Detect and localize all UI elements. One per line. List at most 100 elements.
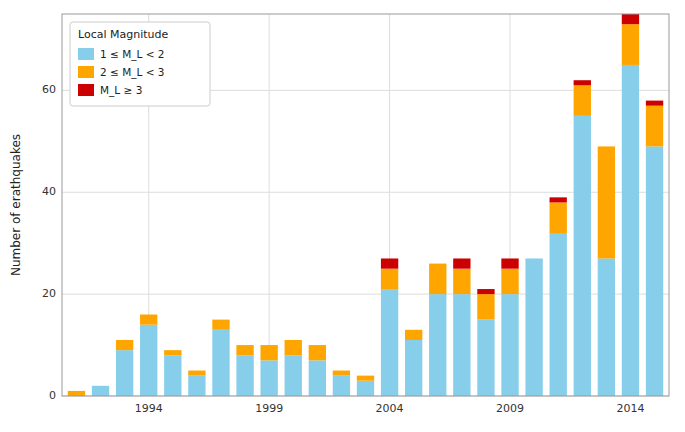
bar-segment — [501, 294, 518, 396]
bar-segment — [164, 350, 181, 355]
bar-segment — [236, 355, 253, 396]
bar-segment — [477, 294, 494, 319]
grid — [62, 14, 669, 396]
bars — [68, 14, 663, 396]
bar-segment — [92, 386, 109, 396]
y-tick-label: 0 — [49, 389, 56, 402]
bar-segment — [260, 345, 277, 346]
bar-segment — [405, 329, 422, 330]
bar-segment — [285, 355, 302, 396]
y-tick-label: 60 — [42, 83, 56, 96]
bar-segment — [260, 360, 277, 396]
bar-segment — [357, 376, 374, 381]
plot-frame — [62, 14, 669, 396]
axes: 0 20 40 60 1994 1999 2004 2009 2014 Number of era… — [9, 83, 645, 415]
chart: 0 20 40 60 1994 1999 2004 2009 2014 Number of era… — [0, 0, 685, 432]
bar-segment — [68, 391, 85, 396]
x-grid-line — [269, 14, 270, 396]
bar-segment — [140, 314, 157, 315]
bar-segment — [525, 258, 542, 259]
bar-segment — [501, 258, 518, 268]
bar-segment — [525, 258, 542, 259]
bar-segment — [309, 345, 326, 346]
bar-segment — [68, 390, 85, 391]
bar-segment — [357, 381, 374, 396]
bar-segment — [453, 269, 470, 294]
legend-box — [70, 22, 210, 106]
legend-swatch — [78, 84, 94, 96]
x-tick-label: 2014 — [616, 402, 644, 415]
x-tick-label: 1994 — [135, 402, 163, 415]
bar-segment — [405, 340, 422, 396]
x-tick-label: 2009 — [496, 402, 524, 415]
bar-segment — [333, 371, 350, 376]
bar-segment — [622, 14, 639, 24]
bar-segment — [598, 258, 615, 396]
bar-segment — [309, 360, 326, 396]
bar-segment — [405, 330, 422, 340]
bar-segment — [501, 269, 518, 294]
bar-segment — [525, 258, 542, 396]
legend-title: Local Magnitude — [78, 28, 169, 41]
legend-entry: M_L ≥ 3 — [100, 84, 142, 97]
bar-segment — [92, 385, 109, 386]
bar-segment — [212, 330, 229, 396]
bar-segment — [429, 264, 446, 295]
bar-segment — [646, 106, 663, 147]
bar-segment — [429, 294, 446, 396]
bar-segment — [188, 371, 205, 376]
bar-segment — [429, 263, 446, 264]
bar-segment — [381, 269, 398, 289]
bar-segment — [357, 375, 374, 376]
legend-entry: 1 ≤ M_L < 2 — [100, 48, 164, 61]
bar-segment — [574, 85, 591, 116]
bar-segment — [236, 345, 253, 355]
bar-segment — [236, 345, 253, 346]
bar-segment — [164, 350, 181, 351]
bar-segment — [477, 289, 494, 294]
bar-segment — [116, 350, 133, 396]
bar-segment — [381, 258, 398, 268]
bar-segment — [212, 320, 229, 330]
bar-segment — [309, 345, 326, 360]
legend-entry: 2 ≤ M_L < 3 — [100, 66, 164, 79]
bar-segment — [92, 385, 109, 386]
bar-segment — [622, 65, 639, 396]
bar-segment — [285, 339, 302, 340]
bar-segment — [260, 345, 277, 360]
legend: Local Magnitude 1 ≤ M_L < 2 2 ≤ M_L < 3 M_L… — [70, 22, 210, 106]
y-tick-label: 20 — [42, 287, 56, 300]
bar-segment — [116, 340, 133, 350]
bar-segment — [646, 146, 663, 396]
legend-swatch — [78, 48, 94, 60]
bar-segment — [622, 24, 639, 65]
bar-segment — [140, 325, 157, 396]
bar-segment — [188, 376, 205, 396]
bar-segment — [140, 315, 157, 325]
bar-segment — [574, 80, 591, 85]
bar-segment — [333, 370, 350, 371]
series — [381, 14, 663, 294]
bar-segment — [453, 294, 470, 396]
y-tick-label: 40 — [42, 185, 56, 198]
bar-segment — [333, 376, 350, 396]
bar-segment — [574, 116, 591, 396]
series — [92, 65, 663, 396]
bar-segment — [116, 339, 133, 340]
bar-segment — [453, 258, 470, 268]
bar-segment — [285, 340, 302, 355]
bar-segment — [188, 370, 205, 371]
bar-segment — [164, 355, 181, 396]
bar-segment — [598, 146, 615, 258]
y-axis-label: Number of erathquakes — [9, 134, 23, 276]
bar-segment — [550, 202, 567, 233]
x-tick-label: 1999 — [255, 402, 283, 415]
legend-swatch — [78, 66, 94, 78]
bar-segment — [550, 233, 567, 396]
bar-segment — [550, 197, 567, 202]
bar-segment — [477, 320, 494, 396]
bar-segment — [212, 319, 229, 320]
bar-segment — [646, 101, 663, 106]
bar-segment — [381, 289, 398, 396]
x-tick-label: 2004 — [376, 402, 404, 415]
